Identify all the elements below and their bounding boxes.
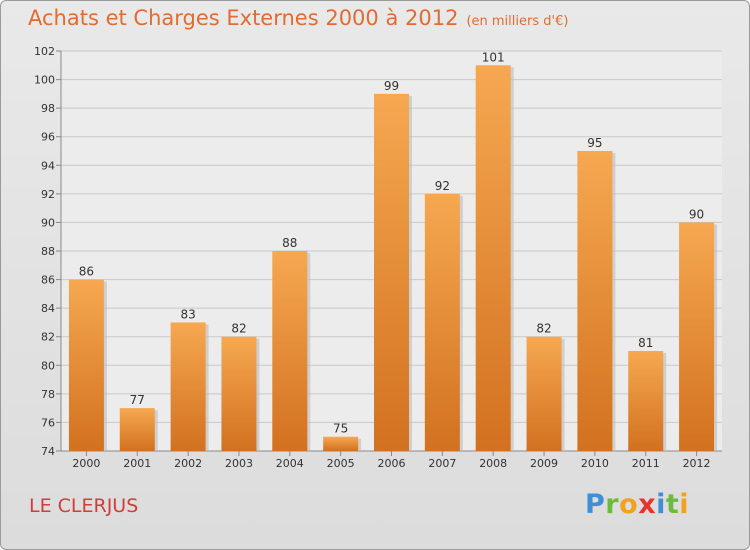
y-tick-label: 94 xyxy=(41,159,55,172)
y-tick-label: 86 xyxy=(41,274,55,287)
bar-value-label: 99 xyxy=(384,79,399,93)
x-tick-label: 2012 xyxy=(683,457,711,470)
chart-title: Achats et Charges Externes 2000 à 2012 (e… xyxy=(28,6,568,30)
bar-value-label: 101 xyxy=(482,50,505,64)
y-tick-label: 88 xyxy=(41,245,55,258)
bar-value-label: 88 xyxy=(282,236,297,250)
bar-value-label: 86 xyxy=(79,265,94,279)
logo-letter: o xyxy=(619,489,639,520)
chart-title-text: Achats et Charges Externes 2000 à 2012 xyxy=(28,6,459,30)
logo-letter: x xyxy=(638,489,657,520)
x-tick-label: 2009 xyxy=(530,457,558,470)
y-tick-label: 98 xyxy=(41,102,55,115)
bar-value-label: 83 xyxy=(180,307,195,321)
bar-value-label: 90 xyxy=(689,207,704,221)
chart-unit-text: (en milliers d'€) xyxy=(466,14,569,29)
y-tick-label: 90 xyxy=(41,216,55,229)
x-tick-label: 2006 xyxy=(378,457,406,470)
bar xyxy=(577,151,613,451)
y-tick-label: 102 xyxy=(34,45,55,58)
bar xyxy=(526,336,562,451)
y-tick-label: 74 xyxy=(41,445,55,458)
x-tick-label: 2008 xyxy=(479,457,507,470)
x-tick-label: 2007 xyxy=(428,457,456,470)
bar xyxy=(374,93,409,451)
x-tick-label: 2011 xyxy=(632,457,660,470)
y-tick-label: 96 xyxy=(41,131,55,144)
bar xyxy=(323,436,359,451)
proxiti-logo: Proxiti xyxy=(585,489,689,520)
x-tick-label: 2004 xyxy=(276,457,304,470)
y-tick-label: 78 xyxy=(41,388,55,401)
y-tick-label: 84 xyxy=(41,302,55,315)
y-tick-label: 92 xyxy=(41,188,55,201)
bar xyxy=(272,251,308,451)
bar xyxy=(679,222,715,451)
commune-name: LE CLERJUS xyxy=(29,495,139,517)
y-tick-label: 82 xyxy=(41,331,55,344)
x-tick-label: 2010 xyxy=(581,457,609,470)
y-tick-label: 100 xyxy=(34,74,55,87)
bar-value-label: 82 xyxy=(231,322,246,336)
bar-value-label: 95 xyxy=(587,136,602,150)
logo-letter: i xyxy=(679,489,690,520)
logo-letter: P xyxy=(585,489,606,520)
bar xyxy=(628,351,664,451)
bar xyxy=(68,279,104,451)
bar xyxy=(170,322,206,451)
bar xyxy=(424,193,460,451)
y-tick-label: 80 xyxy=(41,359,55,372)
bar xyxy=(221,336,257,451)
x-tick-label: 2000 xyxy=(72,457,100,470)
x-tick-label: 2001 xyxy=(123,457,151,470)
logo-letter: r xyxy=(605,489,620,520)
bar-value-label: 92 xyxy=(435,179,450,193)
bar-value-label: 81 xyxy=(638,336,653,350)
logo-letter: i xyxy=(656,489,666,520)
bar xyxy=(475,65,511,452)
bar xyxy=(119,408,155,451)
x-tick-label: 2003 xyxy=(225,457,253,470)
bar-value-label: 82 xyxy=(536,322,551,336)
bar-value-label: 75 xyxy=(333,422,348,436)
y-tick-label: 76 xyxy=(41,416,55,429)
x-tick-label: 2002 xyxy=(174,457,202,470)
bar-value-label: 77 xyxy=(130,393,145,407)
logo-letter: t xyxy=(665,489,680,520)
x-tick-label: 2005 xyxy=(327,457,355,470)
